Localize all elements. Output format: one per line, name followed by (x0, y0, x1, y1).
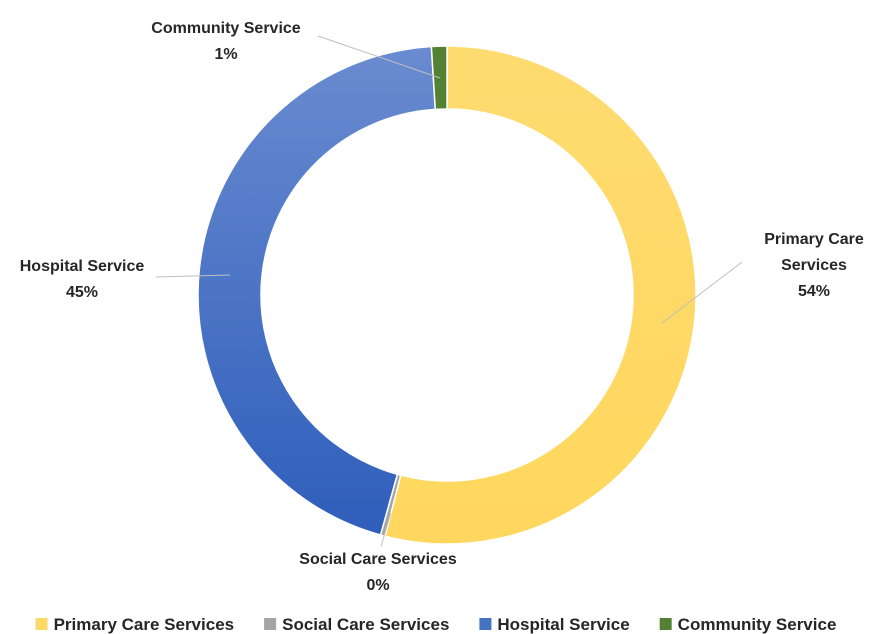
leader-lines (155, 35, 743, 547)
leader-line-community-service (317, 35, 441, 79)
legend-label-hospital-service: Hospital Service (497, 615, 629, 634)
slice-primary-care-services (384, 45, 697, 545)
leader-line-primary-care-services (661, 261, 743, 324)
legend-item-hospital-service: Hospital Service (479, 615, 630, 634)
data-label-social-care-services: Social Care Services 0% (299, 551, 457, 594)
legend-item-primary-care-services: Primary Care Services (35, 615, 235, 634)
data-label-hospital-service: Hospital Service 45% (20, 258, 145, 301)
slice-hospital-service (197, 45, 437, 536)
leader-line-hospital-service (155, 274, 231, 278)
legend-swatch-community-service (659, 618, 672, 630)
donut-slices (197, 45, 697, 545)
legend-item-social-care-services: Social Care Services (264, 615, 449, 634)
legend-swatch-social-care-services (264, 618, 277, 630)
data-labels: Primary Care Services 54% Social Care Servi… (20, 20, 864, 594)
data-label-community-service: Community Service 1% (151, 20, 300, 63)
legend: Primary Care Services Social Care Service… (35, 615, 837, 634)
legend-label-primary-care-services: Primary Care Services (54, 615, 235, 634)
legend-item-community-service: Community Service (659, 615, 837, 634)
data-label-primary-care-services: Primary Care Services 54% (764, 231, 864, 300)
legend-label-community-service: Community Service (678, 615, 837, 634)
legend-swatch-primary-care-services (35, 618, 48, 630)
legend-label-social-care-services: Social Care Services (282, 615, 449, 634)
legend-swatch-hospital-service (479, 618, 492, 630)
leader-line-social-care-services (380, 512, 392, 547)
